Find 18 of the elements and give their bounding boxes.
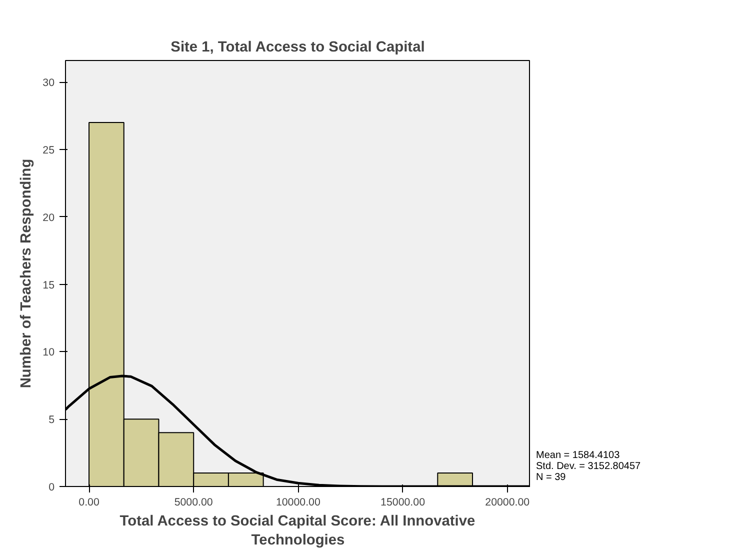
x-axis-title: Total Access to Social Capital Score: All Innovative Technologies bbox=[120, 514, 476, 549]
y-tick-label: 0 bbox=[48, 482, 55, 494]
y-tick-label: 15 bbox=[42, 279, 55, 292]
x-tick-label: 15000.00 bbox=[380, 496, 426, 508]
y-tick-label: 25 bbox=[42, 144, 55, 156]
y-axis-title: Number of Teachers Responding bbox=[18, 158, 35, 388]
y-tick-label: 5 bbox=[48, 414, 55, 426]
text: N = 39 bbox=[536, 472, 566, 483]
chart-title: Site 1, Total Access to Social Capital bbox=[170, 40, 425, 56]
x-tick-label: 5000.00 bbox=[174, 496, 213, 508]
text: Mean = 1584.4103 bbox=[536, 450, 620, 461]
x-tick-label: 20000.00 bbox=[485, 496, 530, 508]
y-tick-label: 20 bbox=[42, 212, 55, 224]
x-tick-label: 10000.00 bbox=[276, 496, 320, 508]
text: Std. Dev. = 3152.80457 bbox=[536, 461, 641, 472]
y-tick-label: 30 bbox=[42, 77, 55, 90]
y-tick-label: 10 bbox=[42, 346, 55, 359]
x-tick-label: 0.00 bbox=[78, 496, 100, 508]
